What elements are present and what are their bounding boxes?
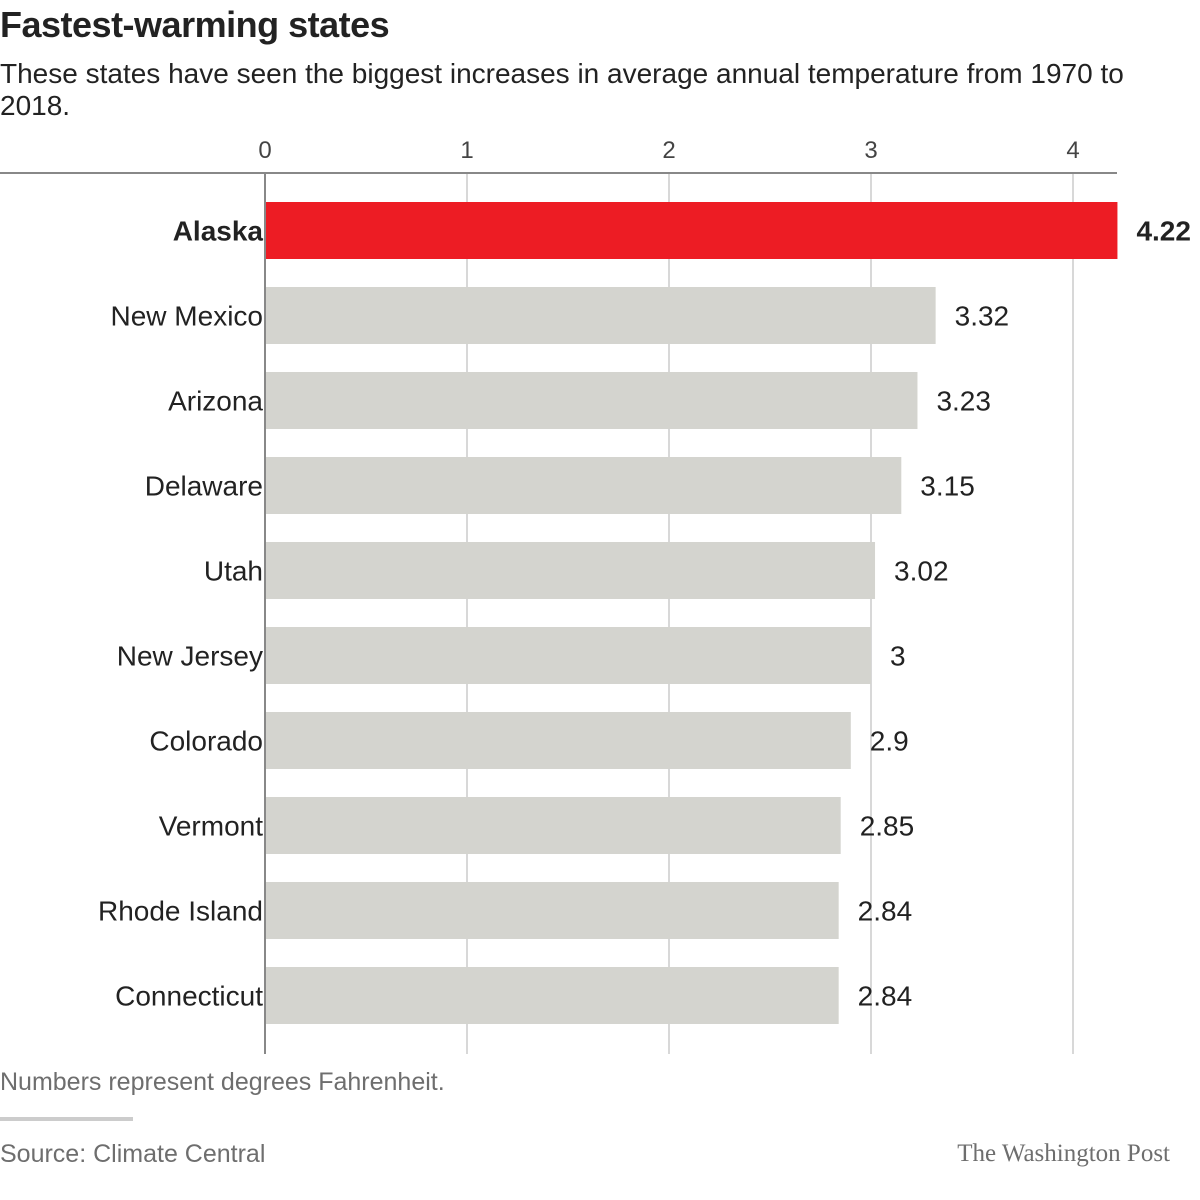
- bar-delaware: [265, 457, 902, 514]
- category-label-arizona: Arizona: [168, 386, 263, 417]
- value-label-delaware: 3.15: [920, 471, 975, 502]
- bar-alaska: [265, 202, 1118, 259]
- value-label-new-mexico: 3.32: [955, 301, 1010, 332]
- bar-utah: [265, 542, 876, 599]
- chart-title: Fastest-warming states: [0, 4, 390, 45]
- value-label-utah: 3.02: [894, 556, 949, 587]
- bar-connecticut: [265, 967, 839, 1024]
- bar-new-jersey: [265, 627, 871, 684]
- x-tick-label-1: 1: [460, 137, 473, 164]
- units-note: Numbers represent degrees Fahrenheit.: [0, 1068, 445, 1096]
- x-tick-label-4: 4: [1066, 137, 1079, 164]
- value-label-rhode-island: 2.84: [858, 896, 913, 927]
- footer-divider: [0, 1117, 133, 1121]
- bar-chart: 0 1 2 3 4 Alaska 4.22 New Mexico 3.32 Arizona 3.23…: [0, 137, 1191, 1054]
- value-label-arizona: 3.23: [936, 386, 991, 417]
- category-label-new-mexico: New Mexico: [111, 301, 263, 332]
- category-label-colorado: Colorado: [149, 726, 263, 757]
- category-label-utah: Utah: [204, 556, 263, 587]
- category-label-alaska: Alaska: [173, 216, 264, 247]
- chart-subtitle: These states have seen the biggest incre…: [0, 58, 1124, 121]
- bar-arizona: [265, 372, 918, 429]
- bar-vermont: [265, 797, 841, 854]
- category-label-rhode-island: Rhode Island: [98, 896, 263, 927]
- x-tick-label-3: 3: [864, 137, 877, 164]
- x-tick-label-2: 2: [662, 137, 675, 164]
- value-label-new-jersey: 3: [890, 641, 906, 672]
- source-credit: Source: Climate Central: [0, 1140, 266, 1168]
- publisher-credit: The Washington Post: [957, 1140, 1170, 1167]
- bar-new-mexico: [265, 287, 936, 344]
- category-label-connecticut: Connecticut: [115, 981, 263, 1012]
- x-tick-label-0: 0: [258, 137, 271, 164]
- category-label-new-jersey: New Jersey: [117, 641, 263, 672]
- bar-rhode-island: [265, 882, 839, 939]
- category-label-delaware: Delaware: [145, 471, 263, 502]
- value-label-alaska: 4.22: [1136, 216, 1191, 247]
- value-label-vermont: 2.85: [860, 811, 915, 842]
- value-label-colorado: 2.9: [870, 726, 909, 757]
- bar-colorado: [265, 712, 851, 769]
- category-label-vermont: Vermont: [159, 811, 263, 842]
- value-label-connecticut: 2.84: [858, 981, 913, 1012]
